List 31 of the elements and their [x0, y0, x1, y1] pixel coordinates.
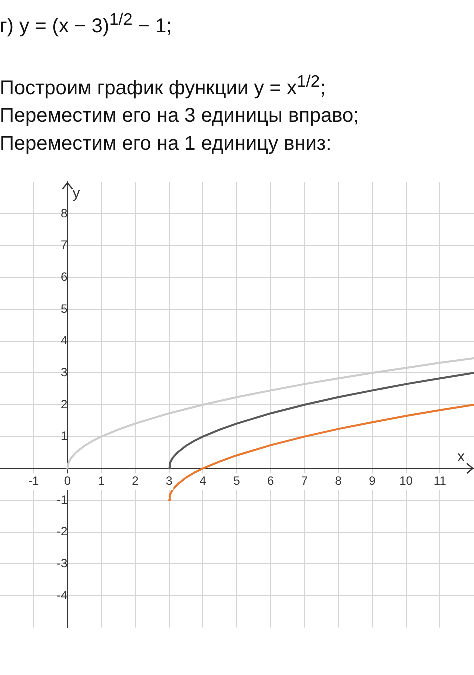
- y-tick-label: 3: [61, 365, 68, 380]
- text: Построим график функции y = x$^{1/2}$;: [0, 71, 326, 101]
- y-tick-label: -1: [57, 492, 68, 507]
- y-tick-label: 1: [61, 429, 68, 444]
- y-tick-label: 2: [61, 397, 68, 412]
- x-tick-label: 7: [301, 474, 308, 488]
- y-tick-label: -4: [57, 588, 68, 602]
- x-axis-title: x: [458, 448, 466, 466]
- x-tick-label: 1: [98, 474, 106, 488]
- x-tick-label: 2: [132, 474, 140, 488]
- x-tick-label: 9: [369, 474, 376, 488]
- text: Переместим его на 3 единицы вправо;: [0, 104, 360, 128]
- x-tick-label: -1: [28, 474, 40, 488]
- x-tick-label: 8: [335, 474, 342, 488]
- y-tick-label: 7: [61, 238, 68, 252]
- text: Переместим его на 1 единицу вниз:: [0, 132, 332, 156]
- y-tick-label: -2: [57, 524, 68, 539]
- x-tick-label: 3: [166, 474, 173, 488]
- y-axis-title: y: [72, 185, 81, 202]
- x-tick-label: 10: [400, 474, 414, 488]
- chart-title: г) y = (x − 3)$^{1/2}$ − 1;: [0, 9, 172, 39]
- x-tick-label: 5: [234, 474, 241, 488]
- x-tick-label: 4: [200, 474, 207, 488]
- x-tick-label: 11: [434, 474, 447, 488]
- x-tick-label: 0: [64, 474, 72, 488]
- y-tick-label: 4: [61, 334, 68, 348]
- y-tick-label: 8: [61, 206, 68, 220]
- y-tick-label: 5: [61, 302, 68, 316]
- y-tick-label: 6: [61, 270, 68, 284]
- y-tick-label: -3: [57, 556, 68, 570]
- x-tick-label: 6: [268, 474, 275, 488]
